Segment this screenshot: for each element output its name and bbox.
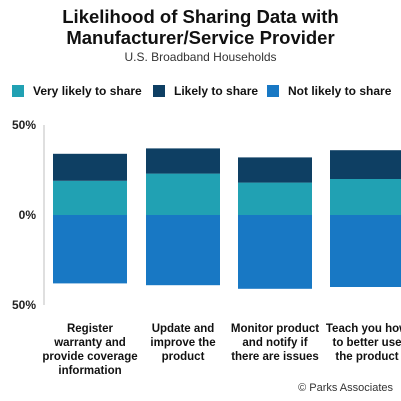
chart-subtitle: U.S. Broadband Households (124, 50, 277, 64)
x-category-label: and notify if (242, 337, 307, 349)
y-tick-label: 50% (12, 118, 36, 132)
legend-item-not-likely: Not likely to share (267, 84, 391, 98)
chart-title-line-1: Likelihood of Sharing Data with (62, 6, 339, 27)
legend-swatch (12, 85, 24, 97)
bar-segment (146, 148, 220, 174)
x-category-label: warranty and (53, 337, 126, 349)
source-credit: © Parks Associates (298, 382, 393, 394)
x-category-label: improve the (150, 337, 215, 349)
x-category-label: Teach you how (326, 323, 401, 335)
x-category-label: product (162, 351, 205, 363)
chart-title: Likelihood of Sharing Data with Manufact… (0, 6, 401, 48)
bar-segment (330, 215, 401, 287)
bar-segment (53, 215, 127, 284)
bar-segment (238, 182, 312, 215)
bar-segment (238, 157, 312, 183)
x-category-label: provide coverage (42, 351, 137, 363)
legend-item-likely: Likely to share (153, 84, 258, 98)
x-category-label: Register (67, 323, 114, 335)
x-category-label: there are issues (231, 351, 319, 363)
x-category-label: to better use (332, 337, 401, 349)
bar-segment (330, 179, 401, 215)
x-category-label: information (58, 365, 121, 377)
chart-title-line-2: Manufacturer/Service Provider (66, 27, 335, 48)
x-category-label: Monitor product (231, 323, 319, 335)
y-tick-label: 0% (19, 208, 37, 222)
bar-segment (53, 153, 127, 181)
legend: Very likely to share Likely to share Not… (0, 84, 401, 100)
bar-segment (146, 215, 220, 286)
legend-item-very-likely: Very likely to share (12, 84, 142, 98)
y-tick-label: 50% (12, 298, 36, 312)
bar-segment (238, 215, 312, 289)
bar-segment (53, 180, 127, 215)
legend-swatch (267, 85, 279, 97)
legend-label: Likely to share (174, 84, 259, 98)
x-category-label: the product (335, 351, 398, 363)
bar-segment (146, 173, 220, 215)
legend-label: Not likely to share (288, 84, 392, 98)
legend-swatch (153, 85, 165, 97)
legend-label: Very likely to share (33, 84, 142, 98)
x-category-label: Update and (152, 323, 215, 335)
bar-segment (330, 150, 401, 179)
